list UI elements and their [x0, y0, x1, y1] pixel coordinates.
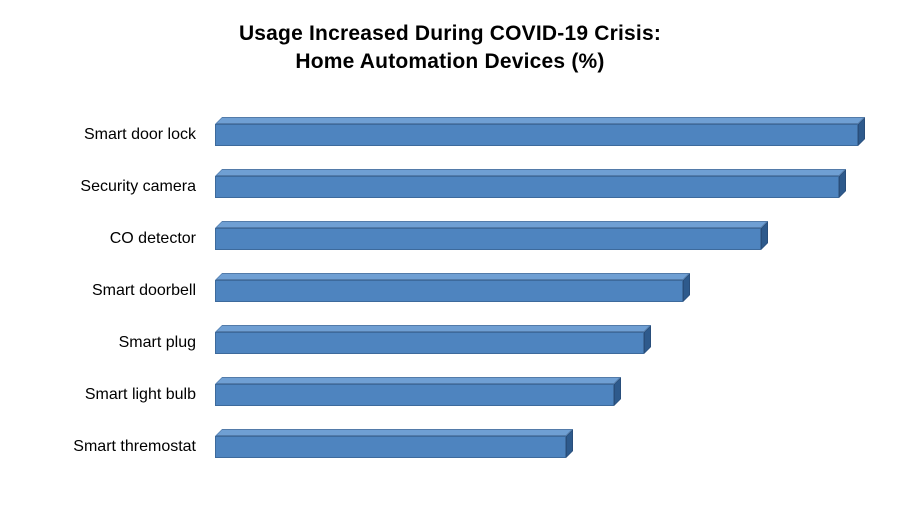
- bar-smart-doorbell: [215, 279, 683, 302]
- category-label: Security camera: [80, 177, 196, 195]
- chart-row: Smart door lock: [0, 109, 900, 161]
- bar-track: [215, 383, 897, 406]
- bar-smart-plug: [215, 331, 644, 354]
- bar-co-detector: [215, 227, 761, 250]
- chart-row: Smart thremostat: [0, 421, 900, 473]
- bar-track: [215, 331, 897, 354]
- bar-track: [215, 279, 897, 302]
- category-label: CO detector: [109, 229, 196, 247]
- chart-title-line2: Home Automation Devices (%): [295, 50, 605, 74]
- bar-track: [215, 227, 897, 250]
- bar-track: [215, 175, 897, 198]
- category-label: Smart plug: [118, 333, 196, 351]
- chart-row: Security camera: [0, 161, 900, 213]
- bar-smart-door-lock: [215, 123, 859, 146]
- bar-smart-light-bulb: [215, 383, 615, 406]
- chart-title-line1: Usage Increased During COVID-19 Crisis:: [238, 22, 662, 45]
- chart-row: Smart light bulb: [0, 369, 900, 421]
- chart-row: Smart doorbell: [0, 265, 900, 317]
- bar-security-camera: [215, 175, 839, 198]
- bar-chart-plot-area: Smart door lock Security camera CO detecto…: [0, 109, 900, 473]
- bar-smart-thremostat: [215, 435, 566, 458]
- category-label: Smart light bulb: [84, 385, 196, 403]
- chart-title: Usage Increased During COVID-19 Crisis: …: [45, 0, 855, 77]
- category-label: Smart thremostat: [73, 437, 196, 455]
- category-label: Smart door lock: [83, 125, 196, 143]
- bar-track: [215, 123, 897, 146]
- chart-row: Smart plug: [0, 317, 900, 369]
- category-label: Smart doorbell: [91, 281, 196, 299]
- chart-row: CO detector: [0, 213, 900, 265]
- bar-track: [215, 435, 897, 458]
